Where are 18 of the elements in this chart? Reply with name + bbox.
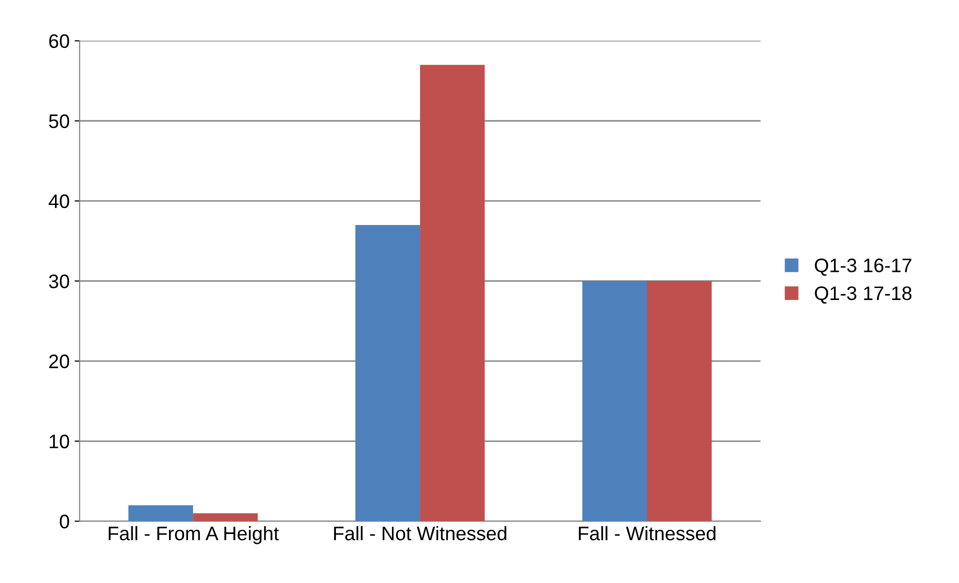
x-tick-label: Fall - Witnessed	[578, 526, 716, 540]
y-tick-label: 50	[49, 114, 70, 128]
bar	[128, 505, 194, 522]
bar	[647, 281, 712, 522]
legend-label: Q1-3 16-17	[814, 258, 912, 276]
x-tick-label: Fall - Not Witnessed	[334, 526, 506, 540]
bar	[420, 64, 485, 522]
bar	[193, 513, 258, 522]
bar	[582, 281, 648, 522]
legend-label: Q1-3 17-18	[814, 286, 912, 304]
y-tick-label: 60	[49, 34, 70, 48]
y-tick-label: 0	[60, 514, 70, 528]
y-tick-label: 30	[48, 274, 70, 288]
y-tick-label: 40	[48, 194, 70, 208]
y-tick-label: 20	[49, 354, 70, 368]
bar	[355, 224, 420, 522]
y-tick-label: 10	[50, 434, 70, 448]
x-tick-label: Fall - From A Height	[108, 526, 279, 544]
